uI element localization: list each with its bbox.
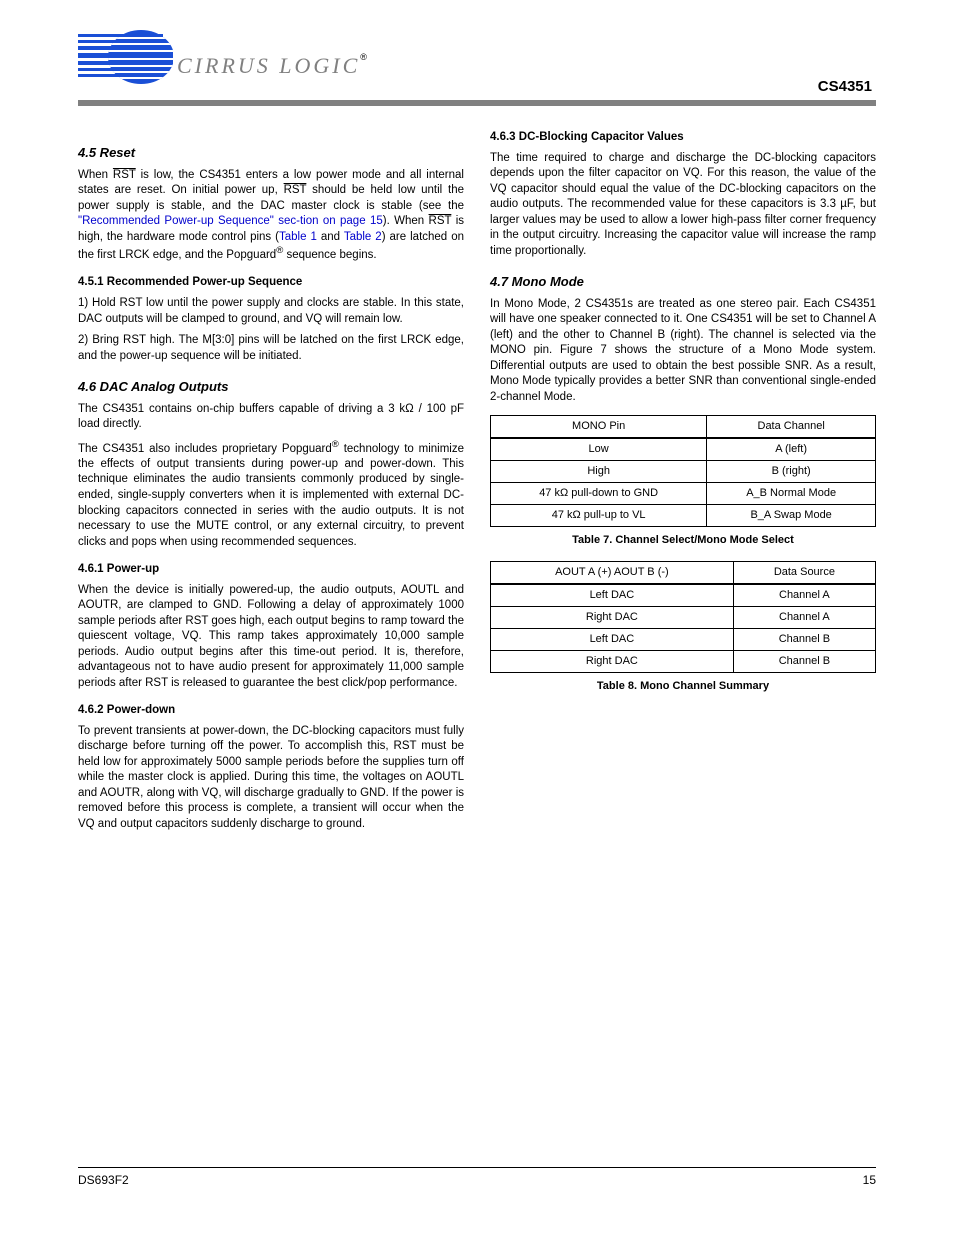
heading-powerup-seq: 4.5.1 Recommended Power-up Sequence	[78, 275, 464, 291]
heading-powerdown: 4.6.2 Power-down	[78, 703, 464, 719]
logo-graphic	[78, 30, 173, 84]
table-row: Left DACChannel A	[491, 584, 876, 606]
link-table2[interactable]: Table 2	[344, 231, 382, 243]
dcblock-p1: The time required to charge and discharg…	[490, 151, 876, 260]
content: 4.5 Reset When RST is low, the CS4351 en…	[78, 130, 876, 1135]
tbl7-col1: Data Channel	[707, 416, 876, 438]
heading-dac-analog: 4.6 DAC Analog Outputs	[78, 378, 464, 396]
logo-text: CIRRUS LOGIC	[177, 53, 360, 79]
dac-p1: The CS4351 contains on-chip buffers capa…	[78, 402, 464, 433]
tbl7-col0: MONO Pin	[491, 416, 707, 438]
table-row: 47 kΩ pull-up to VLB_A Swap Mode	[491, 504, 876, 526]
tbl8-col1: Data Source	[733, 562, 875, 584]
table-row: Right DACChannel B	[491, 650, 876, 672]
reset-paragraph: When RST is low, the CS4351 enters a low…	[78, 168, 464, 264]
table-row: Left DACChannel B	[491, 628, 876, 650]
table-row: 47 kΩ pull-down to GNDA_B Normal Mode	[491, 482, 876, 504]
tbl8-col0: AOUT A (+) AOUT B (-)	[491, 562, 734, 584]
powerup-step-1: 1) Hold RST low until the power supply a…	[78, 296, 464, 327]
table-row: Right DACChannel A	[491, 607, 876, 629]
table-7: MONO Pin Data Channel LowA (left) HighB …	[490, 415, 876, 526]
footer-docid: DS693F2	[78, 1173, 129, 1187]
heading-powerup: 4.6.1 Power-up	[78, 562, 464, 578]
powerup-p1: When the device is initially powered-up,…	[78, 583, 464, 692]
right-column: 4.6.3 DC-Blocking Capacitor Values The t…	[490, 130, 876, 1135]
table-row: LowA (left)	[491, 438, 876, 460]
table-row: HighB (right)	[491, 460, 876, 482]
powerup-step-2: 2) Bring RST high. The M[3:0] pins will …	[78, 333, 464, 364]
link-table1[interactable]: Table 1	[279, 231, 317, 243]
footer: DS693F2 15	[78, 1173, 876, 1187]
heading-dcblock: 4.6.3 DC-Blocking Capacitor Values	[490, 130, 876, 146]
link-powerup-section[interactable]: "Recommended Power-up Sequence" sec-tion…	[78, 215, 383, 227]
dac-p2: The CS4351 also includes proprietary Pop…	[78, 439, 464, 550]
left-column: 4.5 Reset When RST is low, the CS4351 en…	[78, 130, 464, 1135]
mono-p1: In Mono Mode, 2 CS4351s are treated as o…	[490, 297, 876, 406]
powerdown-p1: To prevent transients at power-down, the…	[78, 724, 464, 833]
logo: CIRRUS LOGIC®	[78, 30, 367, 84]
table-8: AOUT A (+) AOUT B (-) Data Source Left D…	[490, 561, 876, 672]
header-divider	[78, 100, 876, 106]
heading-reset: 4.5 Reset	[78, 144, 464, 162]
heading-mono: 4.7 Mono Mode	[490, 273, 876, 291]
part-number: CS4351	[818, 78, 872, 95]
footer-divider	[78, 1167, 876, 1168]
footer-pagenum: 15	[863, 1173, 876, 1187]
table-8-caption: Table 8. Mono Channel Summary	[490, 679, 876, 694]
table-7-caption: Table 7. Channel Select/Mono Mode Select	[490, 533, 876, 548]
